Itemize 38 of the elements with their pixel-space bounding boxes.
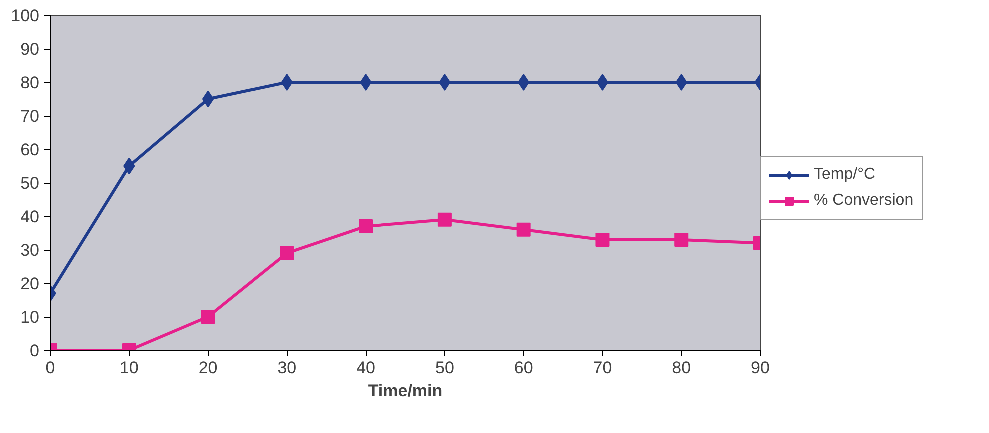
x-tick-label: 10 — [120, 358, 139, 378]
point — [202, 90, 214, 108]
point — [280, 246, 294, 260]
y-tick-label: 60 — [20, 140, 40, 160]
y-tick-label: 20 — [20, 274, 40, 294]
x-tick-label: 50 — [435, 358, 454, 378]
y-tick-label: 70 — [20, 107, 40, 126]
y-tick-label: 40 — [20, 208, 40, 226]
y-tick-label: 30 — [20, 241, 40, 260]
point — [674, 232, 689, 247]
y-tick-label: 10 — [20, 308, 40, 327]
x-tick-label: 90 — [751, 358, 770, 378]
point — [359, 220, 374, 234]
x-tick-label: 0 — [46, 358, 56, 378]
point — [281, 74, 293, 91]
y-tick-label: 0 — [30, 342, 40, 360]
x-tick-label: 60 — [514, 358, 534, 378]
x-tick-label: 40 — [356, 358, 376, 378]
y-tick-label: 50 — [20, 174, 40, 193]
legend-label: Temp/°C — [814, 166, 876, 184]
y-tick-label: 100 — [11, 6, 40, 26]
y-tick-label: 90 — [20, 40, 40, 59]
point — [360, 74, 372, 91]
point — [596, 74, 609, 91]
x-tick-label: 30 — [278, 358, 297, 378]
point — [596, 232, 610, 247]
point — [438, 212, 452, 227]
point — [201, 310, 216, 324]
point — [518, 74, 530, 91]
x-tick-label: 20 — [198, 358, 218, 378]
x-tick-label: 70 — [593, 358, 612, 378]
legend-label: % Conversion — [814, 192, 914, 210]
point — [676, 74, 688, 91]
y-tick-label: 80 — [20, 74, 40, 92]
x-axis-title: Time/min — [368, 382, 443, 400]
x-tick-label: 80 — [672, 358, 692, 378]
point — [516, 222, 531, 237]
point — [439, 74, 451, 91]
